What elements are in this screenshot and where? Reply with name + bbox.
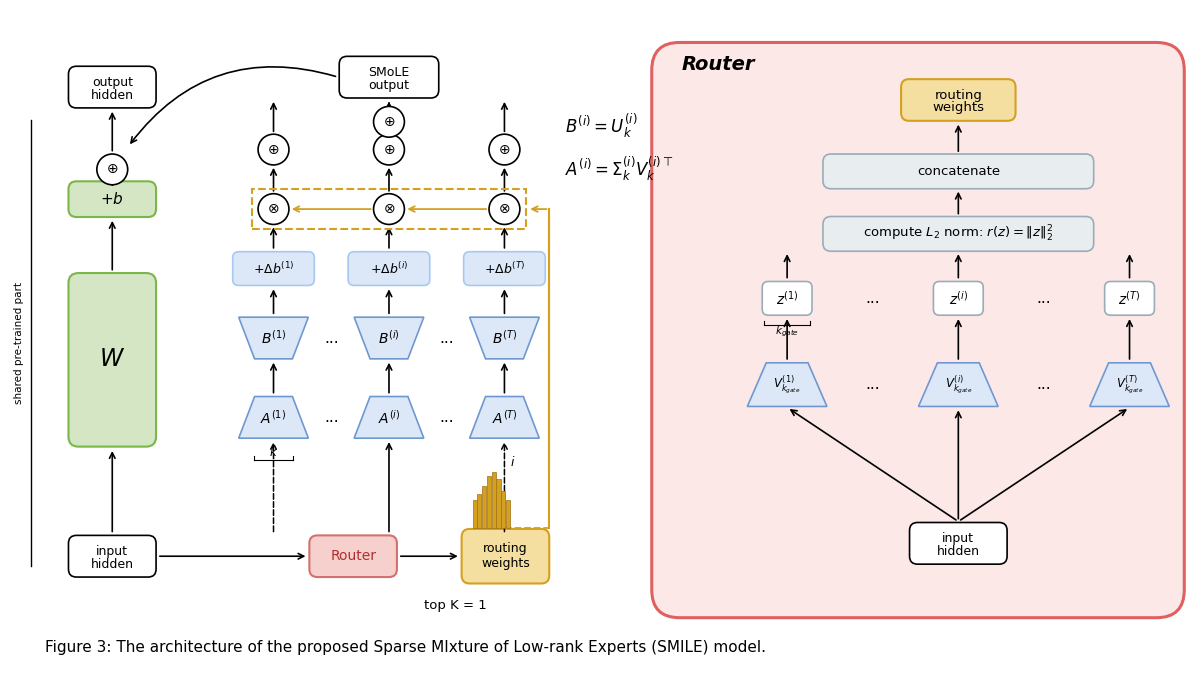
FancyBboxPatch shape xyxy=(232,252,314,286)
Text: routing: routing xyxy=(934,88,982,101)
FancyBboxPatch shape xyxy=(68,273,156,447)
Text: ...: ... xyxy=(440,410,454,425)
Text: $\oplus$: $\oplus$ xyxy=(267,143,279,156)
Polygon shape xyxy=(470,317,539,359)
Circle shape xyxy=(489,134,520,165)
Text: $k$: $k$ xyxy=(268,445,278,459)
Text: $\oplus$: $\oplus$ xyxy=(498,143,510,156)
Polygon shape xyxy=(238,396,308,438)
Bar xyxy=(491,472,496,528)
Bar xyxy=(501,491,506,528)
Bar xyxy=(477,494,482,528)
FancyBboxPatch shape xyxy=(339,56,438,98)
FancyBboxPatch shape xyxy=(464,252,545,286)
Polygon shape xyxy=(355,317,424,359)
FancyBboxPatch shape xyxy=(909,522,1008,564)
Polygon shape xyxy=(748,363,827,407)
Text: ...: ... xyxy=(323,330,339,345)
Text: top K = 1: top K = 1 xyxy=(424,599,488,612)
Text: Figure 3: The architecture of the proposed Sparse MIxture of Low-rank Experts (S: Figure 3: The architecture of the propos… xyxy=(44,640,766,655)
Text: $B^{(1)}$: $B^{(1)}$ xyxy=(261,329,286,347)
Text: ...: ... xyxy=(865,291,881,306)
Text: input: input xyxy=(943,532,974,545)
Polygon shape xyxy=(1090,363,1169,407)
Text: $+\Delta b^{(1)}$: $+\Delta b^{(1)}$ xyxy=(253,260,295,277)
FancyBboxPatch shape xyxy=(933,282,984,316)
Text: ...: ... xyxy=(865,377,881,392)
Text: $\otimes$: $\otimes$ xyxy=(498,202,510,216)
Circle shape xyxy=(374,134,405,165)
Text: ...: ... xyxy=(1036,291,1051,306)
FancyBboxPatch shape xyxy=(652,42,1185,617)
Text: ...: ... xyxy=(1036,377,1051,392)
Text: input: input xyxy=(96,545,128,558)
Text: $+\Delta b^{(i)}$: $+\Delta b^{(i)}$ xyxy=(370,260,409,277)
Text: $A^{(i)}$: $A^{(i)}$ xyxy=(377,409,400,426)
Text: $\otimes$: $\otimes$ xyxy=(383,202,395,216)
Text: $B^{(i)}$: $B^{(i)}$ xyxy=(379,329,400,347)
Text: Router: Router xyxy=(331,549,376,563)
Text: $\otimes$: $\otimes$ xyxy=(267,202,279,216)
Text: $\oplus$: $\oplus$ xyxy=(107,163,119,176)
Text: $\oplus$: $\oplus$ xyxy=(383,115,395,129)
Text: SMoLE: SMoLE xyxy=(368,66,410,79)
FancyBboxPatch shape xyxy=(68,535,156,577)
Circle shape xyxy=(374,107,405,137)
Text: output: output xyxy=(369,79,410,92)
Text: $W$: $W$ xyxy=(99,349,126,371)
FancyBboxPatch shape xyxy=(349,252,430,286)
Text: hidden: hidden xyxy=(937,545,980,558)
Text: ...: ... xyxy=(323,410,339,425)
Text: $+b$: $+b$ xyxy=(101,191,125,207)
Text: $A^{(T)}$: $A^{(T)}$ xyxy=(491,409,518,426)
FancyBboxPatch shape xyxy=(762,282,812,316)
Text: $k_{gate}$: $k_{gate}$ xyxy=(775,324,799,339)
Text: $B^{(i)} = U_k^{(i)}$: $B^{(i)} = U_k^{(i)}$ xyxy=(565,113,637,141)
Polygon shape xyxy=(238,317,308,359)
FancyBboxPatch shape xyxy=(309,535,397,577)
FancyBboxPatch shape xyxy=(1105,282,1155,316)
Text: shared pre-trained part: shared pre-trained part xyxy=(13,282,24,404)
Text: output: output xyxy=(92,75,133,88)
Text: $V_{k_{gate}}^{(1)}$: $V_{k_{gate}}^{(1)}$ xyxy=(774,373,801,396)
Text: weights: weights xyxy=(932,101,985,114)
Text: $V_{k_{gate}}^{(i)}$: $V_{k_{gate}}^{(i)}$ xyxy=(944,373,972,396)
Circle shape xyxy=(97,154,128,185)
Bar xyxy=(486,476,491,528)
FancyBboxPatch shape xyxy=(68,66,156,108)
Text: $A^{(1)}$: $A^{(1)}$ xyxy=(260,409,286,426)
Text: hidden: hidden xyxy=(91,88,134,101)
Text: routing
weights: routing weights xyxy=(482,542,530,571)
Circle shape xyxy=(258,134,289,165)
Text: $z^{(i)}$: $z^{(i)}$ xyxy=(949,290,968,307)
Text: $+\Delta b^{(T)}$: $+\Delta b^{(T)}$ xyxy=(484,260,525,277)
FancyBboxPatch shape xyxy=(461,529,549,583)
Text: $\oplus$: $\oplus$ xyxy=(383,143,395,156)
FancyBboxPatch shape xyxy=(901,79,1016,121)
Text: $i$: $i$ xyxy=(510,455,516,469)
FancyBboxPatch shape xyxy=(823,154,1094,189)
Circle shape xyxy=(374,194,405,224)
Circle shape xyxy=(258,194,289,224)
Text: ...: ... xyxy=(440,330,454,345)
Circle shape xyxy=(489,194,520,224)
Text: $V_{k_{gate}}^{(T)}$: $V_{k_{gate}}^{(T)}$ xyxy=(1115,373,1143,396)
Text: $z^{(T)}$: $z^{(T)}$ xyxy=(1118,290,1140,307)
Text: $B^{(T)}$: $B^{(T)}$ xyxy=(492,329,518,347)
Polygon shape xyxy=(919,363,998,407)
Text: $z^{(1)}$: $z^{(1)}$ xyxy=(775,290,799,307)
Text: Router: Router xyxy=(682,55,755,73)
Text: concatenate: concatenate xyxy=(916,165,1000,178)
Text: $A^{(i)} = \Sigma_k^{(i)} V_k^{(i)\top}$: $A^{(i)} = \Sigma_k^{(i)} V_k^{(i)\top}$ xyxy=(565,156,673,183)
FancyBboxPatch shape xyxy=(68,182,156,217)
Bar xyxy=(472,500,477,528)
Bar xyxy=(496,479,501,528)
Polygon shape xyxy=(355,396,424,438)
Text: hidden: hidden xyxy=(91,558,134,571)
Bar xyxy=(482,486,486,528)
FancyBboxPatch shape xyxy=(823,216,1094,251)
Bar xyxy=(506,500,510,528)
Polygon shape xyxy=(470,396,539,438)
Text: compute $L_2$ norm: $r(z) = \|z\|_2^2$: compute $L_2$ norm: $r(z) = \|z\|_2^2$ xyxy=(864,224,1053,244)
